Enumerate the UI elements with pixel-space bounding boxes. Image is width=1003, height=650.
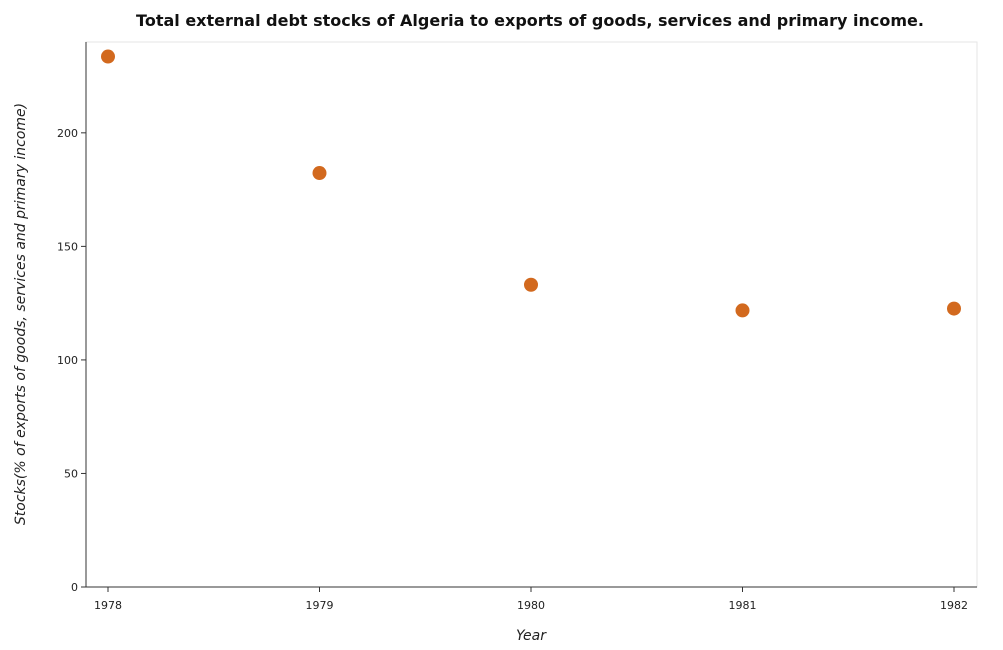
y-axis-label: Stocks(% of exports of goods, services a… — [13, 103, 29, 525]
data-point-1981 — [735, 303, 750, 318]
y-axis-ticks: 0 50 100 150 200 — [57, 127, 86, 594]
data-point-1978 — [101, 49, 115, 64]
data-points — [101, 49, 961, 318]
plot-area — [85, 41, 978, 588]
y-tick-label: 200 — [57, 127, 78, 140]
x-tick-label: 1978 — [94, 599, 122, 612]
x-tick-label: 1982 — [940, 599, 968, 612]
chart-title: Total external debt stocks of Algeria to… — [136, 11, 924, 30]
y-tick-label: 0 — [71, 581, 78, 594]
data-point-1980 — [524, 277, 538, 292]
x-axis-ticks: 1978 1979 1980 1981 1982 — [94, 587, 968, 612]
x-tick-label: 1979 — [306, 599, 334, 612]
y-tick-label: 100 — [57, 354, 78, 367]
y-tick-label: 150 — [57, 240, 78, 253]
data-point-1979 — [312, 166, 327, 181]
data-point-1982 — [947, 301, 961, 316]
y-tick-label: 50 — [64, 467, 78, 480]
x-tick-label: 1980 — [517, 599, 545, 612]
x-axis-label: Year — [516, 628, 547, 644]
x-tick-label: 1981 — [729, 599, 757, 612]
